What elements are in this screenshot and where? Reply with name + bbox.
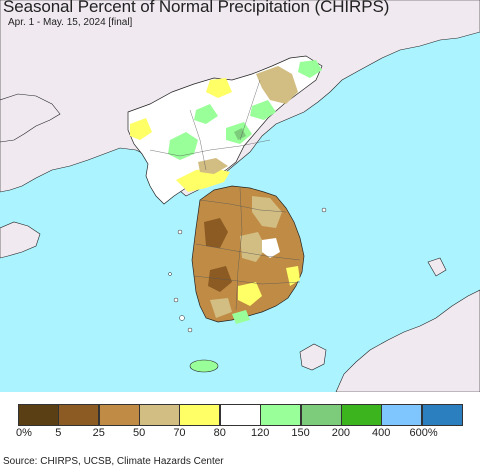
map-title: Seasonal Percent of Normal Precipitation… <box>3 0 390 16</box>
legend-tick-label: 150 <box>291 427 310 439</box>
island-ulleung <box>321 207 327 213</box>
legend-tick-label: 120 <box>250 427 270 439</box>
north-korea-dry-patches <box>130 66 298 192</box>
color-legend <box>18 404 463 426</box>
legend-swatch <box>219 404 261 426</box>
precipitation-map <box>0 0 480 392</box>
jeju-island <box>189 359 219 373</box>
legend-tick-label: 5 <box>55 427 62 439</box>
legend-tick-label: 600% <box>409 427 438 439</box>
legend-tick-label: 70 <box>173 427 186 439</box>
liaodong-peninsula <box>0 93 61 143</box>
legend-tick-label: 0% <box>16 427 32 439</box>
legend-swatch <box>340 404 382 426</box>
north-korea-wet-patches <box>168 60 322 160</box>
legend-swatch <box>381 404 423 426</box>
source-credit: Source: CHIRPS, UCSB, Climate Hazards Ce… <box>3 456 224 467</box>
japan-islands <box>299 343 327 371</box>
legend-tick-label: 400 <box>372 427 391 439</box>
legend-swatch <box>260 404 302 426</box>
legend-swatch <box>58 404 100 426</box>
legend-tick-label: 200 <box>331 427 351 439</box>
japan-north <box>427 257 447 277</box>
legend-swatch <box>179 404 221 426</box>
shandong-land <box>0 221 41 259</box>
legend-tick-label: 25 <box>92 427 105 439</box>
province-borders <box>149 79 301 311</box>
legend-tick-label: 50 <box>132 427 146 439</box>
legend-tick-label: 80 <box>213 427 226 439</box>
japan-land <box>335 289 480 392</box>
map-subtitle: Apr. 1 - May. 15, 2024 [final] <box>8 17 133 28</box>
legend-swatch <box>421 404 463 426</box>
west-coast-islands <box>168 229 193 333</box>
legend-swatch <box>18 404 59 426</box>
legend-swatch <box>98 404 140 426</box>
legend-swatch <box>300 404 342 426</box>
legend-swatch <box>139 404 181 426</box>
